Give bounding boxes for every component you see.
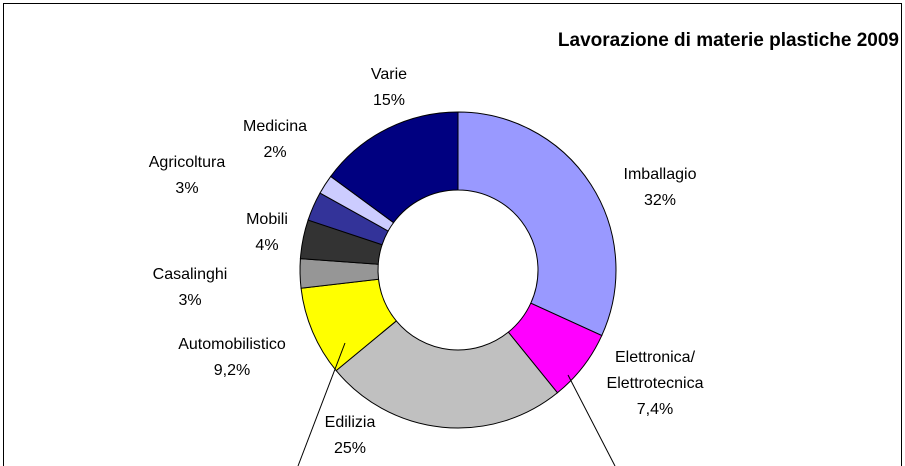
leader-line [567,374,616,466]
slice-label-value: 4% [255,237,279,254]
slice-label-value: 7,4% [636,401,674,418]
slice-label: Casalinghi 3% [153,262,228,314]
slice-label-value: 25% [333,440,367,457]
leader-line [297,342,346,466]
slice-label-value: 2% [263,144,287,161]
slice-label-name: Varie [370,66,408,83]
slice-label-value: 32% [643,192,677,209]
slice-label-value: 15% [372,92,406,109]
slice-label: Varie 15% [371,62,407,114]
slice-label: Edilizia 25% [325,410,376,462]
donut-slice [335,320,559,429]
slice-label: Automobilistico 9,2% [178,332,286,384]
slice-label-value: 9,2% [213,362,251,379]
slice-label-name: Imballagio [623,166,697,183]
slice-label-name: Agricoltura [148,154,226,171]
donut-slice [457,111,617,337]
chart-title: Lavorazione di materie plastiche 2009 [557,30,899,51]
slice-label-name: Automobilistico [178,336,286,353]
slice-label: Medicina 2% [243,114,307,166]
slice-label-value: 3% [178,292,202,309]
slice-label: Imballagio 32% [624,162,697,214]
slice-label-name: Edilizia [324,414,376,431]
slice-label: Mobili 4% [246,207,288,259]
donut-slice [329,111,459,224]
slice-label-name: Mobili [246,211,288,228]
slice-label-name: Medicina [242,118,308,135]
slice-label-name: Elettronica/ Elettrotecnica [606,349,704,392]
slice-label-value: 3% [175,180,199,197]
slice-label: Elettronica/ Elettrotecnica 7,4% [593,345,718,423]
slice-label: Agricoltura 3% [149,150,225,202]
slice-label-name: Casalinghi [152,266,228,283]
